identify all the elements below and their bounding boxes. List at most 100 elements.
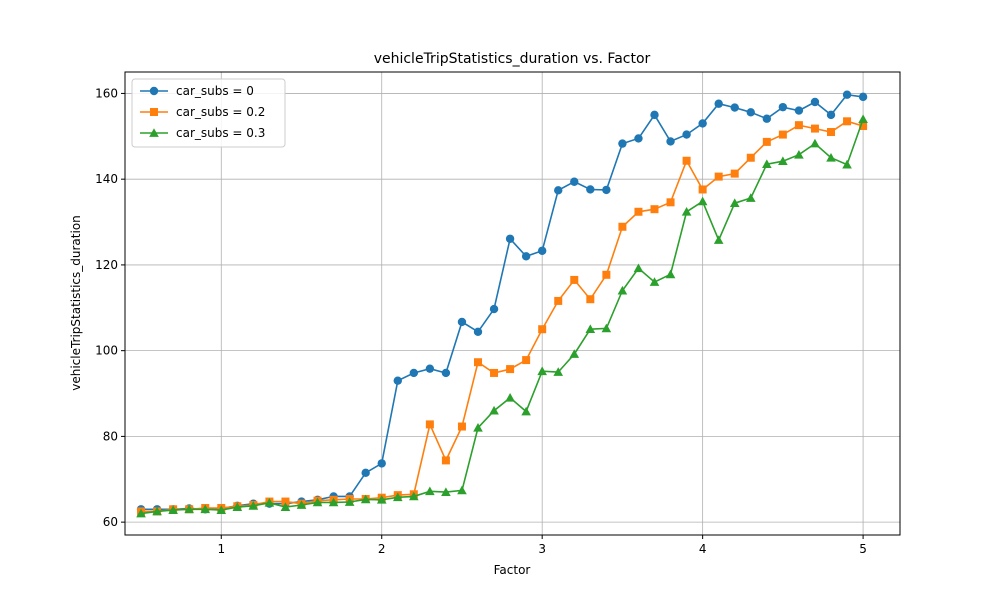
data-point xyxy=(522,356,531,365)
data-point xyxy=(730,103,739,112)
data-point xyxy=(554,296,563,305)
data-point xyxy=(714,172,723,181)
data-point xyxy=(521,406,531,416)
data-point xyxy=(216,505,227,514)
data-point xyxy=(746,153,755,162)
data-point xyxy=(810,138,820,148)
x-tick-label: 3 xyxy=(538,542,546,556)
data-point xyxy=(682,156,691,165)
y-tick-label: 80 xyxy=(103,429,118,443)
data-point xyxy=(762,137,771,146)
data-point xyxy=(538,325,547,334)
legend: car_subs = 0 car_subs = 0.2 car_subs = 0.3 xyxy=(131,78,286,148)
data-point xyxy=(393,376,402,385)
data-point xyxy=(826,110,836,120)
data-point xyxy=(553,367,564,376)
data-point xyxy=(312,497,323,507)
data-point xyxy=(762,114,772,123)
data-point xyxy=(666,137,675,146)
data-point xyxy=(842,90,852,99)
data-point xyxy=(682,130,691,139)
data-point xyxy=(602,270,611,279)
data-point xyxy=(505,393,515,402)
data-point xyxy=(826,152,836,162)
data-point xyxy=(441,368,451,378)
y-tick-label: 140 xyxy=(95,172,118,186)
data-point xyxy=(248,501,259,510)
data-point xyxy=(617,285,628,295)
data-point xyxy=(136,508,146,518)
data-point xyxy=(409,368,419,378)
data-point xyxy=(586,295,595,304)
data-point xyxy=(441,487,451,496)
data-point xyxy=(762,159,772,169)
data-point xyxy=(794,149,804,159)
data-point xyxy=(361,468,370,478)
data-point xyxy=(650,205,659,214)
y-tick-label: 160 xyxy=(95,86,118,100)
data-point xyxy=(698,119,707,128)
data-point xyxy=(681,206,692,216)
data-point xyxy=(152,506,162,516)
legend-marker xyxy=(149,128,159,137)
y-tick-label: 100 xyxy=(95,344,118,358)
data-point xyxy=(618,139,627,148)
x-tick-label: 2 xyxy=(378,542,386,556)
data-point xyxy=(794,106,804,115)
data-point xyxy=(425,420,434,429)
data-point xyxy=(585,324,596,334)
series-layer xyxy=(136,90,868,518)
data-point xyxy=(697,196,708,206)
data-point xyxy=(457,317,467,327)
data-point xyxy=(474,358,483,367)
data-point xyxy=(457,422,466,431)
data-point xyxy=(730,169,739,178)
series-line xyxy=(141,93,864,511)
data-point xyxy=(280,502,291,511)
data-point xyxy=(602,185,611,195)
data-point xyxy=(200,504,211,514)
y-tick-label: 60 xyxy=(103,515,118,529)
data-point xyxy=(441,456,450,465)
data-point xyxy=(698,185,707,194)
data-point xyxy=(537,366,547,376)
data-point xyxy=(425,486,435,496)
data-point xyxy=(184,504,194,514)
axis-ticks: 1 2 3 4 5 60 80 100 120 140 160 xyxy=(95,86,867,556)
data-point xyxy=(714,99,723,108)
data-point xyxy=(842,159,852,169)
x-axis-label: Factor xyxy=(494,563,531,577)
data-point xyxy=(618,222,627,231)
data-point xyxy=(264,498,275,507)
legend-marker xyxy=(149,86,159,96)
plot-area xyxy=(124,71,901,536)
data-point xyxy=(634,134,643,143)
data-point xyxy=(634,207,643,216)
data-point xyxy=(650,110,659,120)
data-point xyxy=(569,349,580,358)
legend-marker xyxy=(150,108,158,116)
data-point xyxy=(729,198,740,208)
x-tick-label: 1 xyxy=(217,542,225,556)
data-point xyxy=(745,193,756,202)
data-point xyxy=(859,122,868,131)
series-1 xyxy=(136,90,868,514)
data-point xyxy=(392,492,403,502)
data-point xyxy=(713,235,724,244)
data-point xyxy=(473,327,483,336)
data-point xyxy=(281,497,290,506)
data-point xyxy=(344,497,355,506)
legend-entry: car_subs = 0 xyxy=(140,84,254,98)
data-point xyxy=(490,368,499,377)
x-tick-label: 5 xyxy=(859,542,867,556)
data-point xyxy=(778,102,788,112)
data-point xyxy=(778,130,787,139)
data-point xyxy=(537,246,547,255)
data-point xyxy=(601,323,612,333)
data-point xyxy=(377,459,386,468)
data-point xyxy=(425,364,435,373)
data-point xyxy=(360,494,371,504)
y-tick-label: 120 xyxy=(95,258,118,272)
chart-title: vehicleTripStatistics_duration vs. Facto… xyxy=(374,51,651,67)
data-point xyxy=(409,491,419,501)
